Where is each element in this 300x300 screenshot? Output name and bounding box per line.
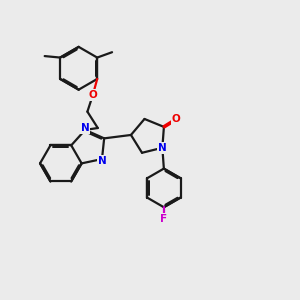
Text: O: O bbox=[88, 90, 97, 100]
Text: N: N bbox=[98, 155, 107, 166]
Text: N: N bbox=[81, 123, 89, 134]
Text: O: O bbox=[172, 114, 181, 124]
Text: F: F bbox=[160, 214, 167, 224]
Text: N: N bbox=[158, 143, 167, 153]
